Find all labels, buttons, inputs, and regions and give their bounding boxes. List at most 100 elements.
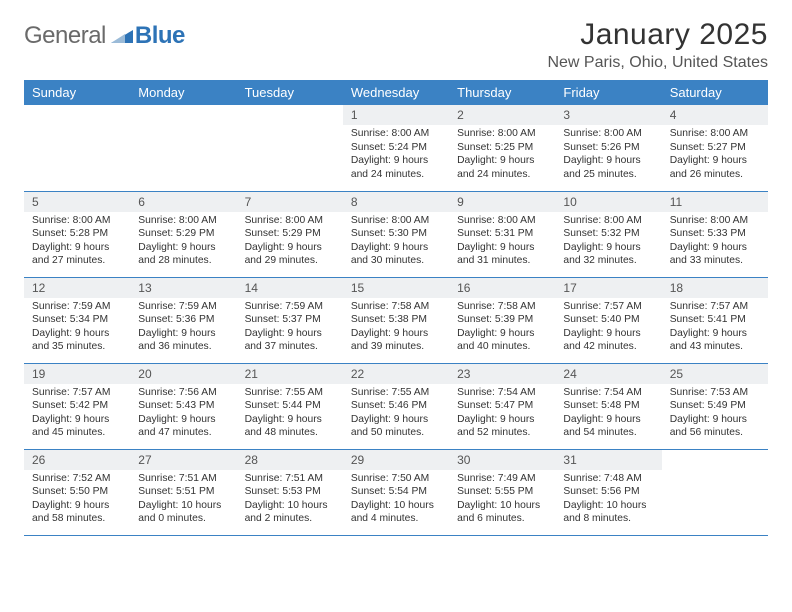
daylight-text: Daylight: 9 hours and 54 minutes. [563, 413, 653, 440]
day-body: Sunrise: 7:50 AMSunset: 5:54 PMDaylight:… [343, 470, 449, 530]
day-number: 31 [555, 450, 661, 470]
calendar-day-cell: . [237, 105, 343, 191]
sunrise-text: Sunrise: 7:51 AM [245, 472, 335, 486]
sunset-text: Sunset: 5:55 PM [457, 485, 547, 499]
day-number: 28 [237, 450, 343, 470]
logo: General Blue [24, 18, 185, 50]
calendar-week-row: 26Sunrise: 7:52 AMSunset: 5:50 PMDayligh… [24, 449, 768, 535]
sunset-text: Sunset: 5:56 PM [563, 485, 653, 499]
sunset-text: Sunset: 5:49 PM [670, 399, 760, 413]
weekday-header: Tuesday [237, 80, 343, 105]
day-number: 15 [343, 278, 449, 298]
sunset-text: Sunset: 5:46 PM [351, 399, 441, 413]
day-number: 18 [662, 278, 768, 298]
page-header: General Blue January 2025 New Paris, Ohi… [24, 18, 768, 72]
sunset-text: Sunset: 5:43 PM [138, 399, 228, 413]
sunset-text: Sunset: 5:50 PM [32, 485, 122, 499]
day-body: Sunrise: 8:00 AMSunset: 5:26 PMDaylight:… [555, 125, 661, 185]
sunset-text: Sunset: 5:47 PM [457, 399, 547, 413]
sunrise-text: Sunrise: 8:00 AM [457, 127, 547, 141]
day-body: Sunrise: 7:55 AMSunset: 5:44 PMDaylight:… [237, 384, 343, 444]
day-number: 8 [343, 192, 449, 212]
day-body: Sunrise: 7:58 AMSunset: 5:39 PMDaylight:… [449, 298, 555, 358]
day-number: 24 [555, 364, 661, 384]
weekday-header: Sunday [24, 80, 130, 105]
sunrise-text: Sunrise: 8:00 AM [245, 214, 335, 228]
daylight-text: Daylight: 9 hours and 42 minutes. [563, 327, 653, 354]
daylight-text: Daylight: 9 hours and 52 minutes. [457, 413, 547, 440]
sunrise-text: Sunrise: 7:52 AM [32, 472, 122, 486]
day-number: 22 [343, 364, 449, 384]
title-block: January 2025 New Paris, Ohio, United Sta… [547, 18, 768, 72]
sunset-text: Sunset: 5:37 PM [245, 313, 335, 327]
sunrise-text: Sunrise: 7:59 AM [245, 300, 335, 314]
day-number: 10 [555, 192, 661, 212]
sunrise-text: Sunrise: 7:58 AM [351, 300, 441, 314]
weekday-header: Saturday [662, 80, 768, 105]
sunrise-text: Sunrise: 7:54 AM [563, 386, 653, 400]
weekday-header: Thursday [449, 80, 555, 105]
day-number: 21 [237, 364, 343, 384]
sunrise-text: Sunrise: 8:00 AM [563, 214, 653, 228]
calendar-day-cell: 9Sunrise: 8:00 AMSunset: 5:31 PMDaylight… [449, 191, 555, 277]
day-number: 12 [24, 278, 130, 298]
calendar-day-cell: 22Sunrise: 7:55 AMSunset: 5:46 PMDayligh… [343, 363, 449, 449]
sunrise-text: Sunrise: 7:51 AM [138, 472, 228, 486]
day-number: 25 [662, 364, 768, 384]
day-number: 23 [449, 364, 555, 384]
sunrise-text: Sunrise: 7:55 AM [351, 386, 441, 400]
daylight-text: Daylight: 10 hours and 2 minutes. [245, 499, 335, 526]
day-number: 16 [449, 278, 555, 298]
daylight-text: Daylight: 9 hours and 45 minutes. [32, 413, 122, 440]
sunset-text: Sunset: 5:36 PM [138, 313, 228, 327]
day-number: 19 [24, 364, 130, 384]
day-body: Sunrise: 8:00 AMSunset: 5:32 PMDaylight:… [555, 212, 661, 272]
sunset-text: Sunset: 5:51 PM [138, 485, 228, 499]
daylight-text: Daylight: 9 hours and 43 minutes. [670, 327, 760, 354]
calendar-day-cell: 19Sunrise: 7:57 AMSunset: 5:42 PMDayligh… [24, 363, 130, 449]
sunset-text: Sunset: 5:30 PM [351, 227, 441, 241]
day-number: 30 [449, 450, 555, 470]
sunrise-text: Sunrise: 8:00 AM [351, 214, 441, 228]
calendar-day-cell: 23Sunrise: 7:54 AMSunset: 5:47 PMDayligh… [449, 363, 555, 449]
sunset-text: Sunset: 5:41 PM [670, 313, 760, 327]
day-number: 29 [343, 450, 449, 470]
sunset-text: Sunset: 5:42 PM [32, 399, 122, 413]
daylight-text: Daylight: 9 hours and 27 minutes. [32, 241, 122, 268]
day-body: Sunrise: 8:00 AMSunset: 5:24 PMDaylight:… [343, 125, 449, 185]
daylight-text: Daylight: 9 hours and 26 minutes. [670, 154, 760, 181]
sunrise-text: Sunrise: 7:49 AM [457, 472, 547, 486]
day-number: 3 [555, 105, 661, 125]
day-body: Sunrise: 8:00 AMSunset: 5:30 PMDaylight:… [343, 212, 449, 272]
sunrise-text: Sunrise: 7:53 AM [670, 386, 760, 400]
weekday-header: Monday [130, 80, 236, 105]
calendar-day-cell: 5Sunrise: 8:00 AMSunset: 5:28 PMDaylight… [24, 191, 130, 277]
calendar-day-cell: 3Sunrise: 8:00 AMSunset: 5:26 PMDaylight… [555, 105, 661, 191]
calendar-table: SundayMondayTuesdayWednesdayThursdayFrid… [24, 80, 768, 536]
calendar-day-cell: 6Sunrise: 8:00 AMSunset: 5:29 PMDaylight… [130, 191, 236, 277]
sunset-text: Sunset: 5:32 PM [563, 227, 653, 241]
logo-text-blue: Blue [135, 22, 185, 50]
daylight-text: Daylight: 9 hours and 58 minutes. [32, 499, 122, 526]
daylight-text: Daylight: 10 hours and 0 minutes. [138, 499, 228, 526]
sunset-text: Sunset: 5:34 PM [32, 313, 122, 327]
calendar-day-cell: 11Sunrise: 8:00 AMSunset: 5:33 PMDayligh… [662, 191, 768, 277]
daylight-text: Daylight: 9 hours and 48 minutes. [245, 413, 335, 440]
daylight-text: Daylight: 9 hours and 31 minutes. [457, 241, 547, 268]
calendar-day-cell: 27Sunrise: 7:51 AMSunset: 5:51 PMDayligh… [130, 449, 236, 535]
sunset-text: Sunset: 5:31 PM [457, 227, 547, 241]
daylight-text: Daylight: 10 hours and 6 minutes. [457, 499, 547, 526]
daylight-text: Daylight: 9 hours and 30 minutes. [351, 241, 441, 268]
calendar-day-cell: 20Sunrise: 7:56 AMSunset: 5:43 PMDayligh… [130, 363, 236, 449]
daylight-text: Daylight: 9 hours and 28 minutes. [138, 241, 228, 268]
daylight-text: Daylight: 9 hours and 32 minutes. [563, 241, 653, 268]
daylight-text: Daylight: 10 hours and 8 minutes. [563, 499, 653, 526]
calendar-day-cell: . [24, 105, 130, 191]
day-number: 6 [130, 192, 236, 212]
calendar-week-row: 12 Sunrise: 7:59 AM Sunset: 5:34 PM Dayligh… [24, 277, 768, 363]
sunset-text: Sunset: 5:33 PM [670, 227, 760, 241]
calendar-day-cell: 8Sunrise: 8:00 AMSunset: 5:30 PMDaylight… [343, 191, 449, 277]
calendar-day-cell: 30 Sunrise: 7:49 AMSunset: 5:55 PMDayligh… [449, 449, 555, 535]
sunrise-text: Sunrise: 8:00 AM [32, 214, 122, 228]
day-body: Sunrise: 7:57 AMSunset: 5:42 PMDaylight:… [24, 384, 130, 444]
